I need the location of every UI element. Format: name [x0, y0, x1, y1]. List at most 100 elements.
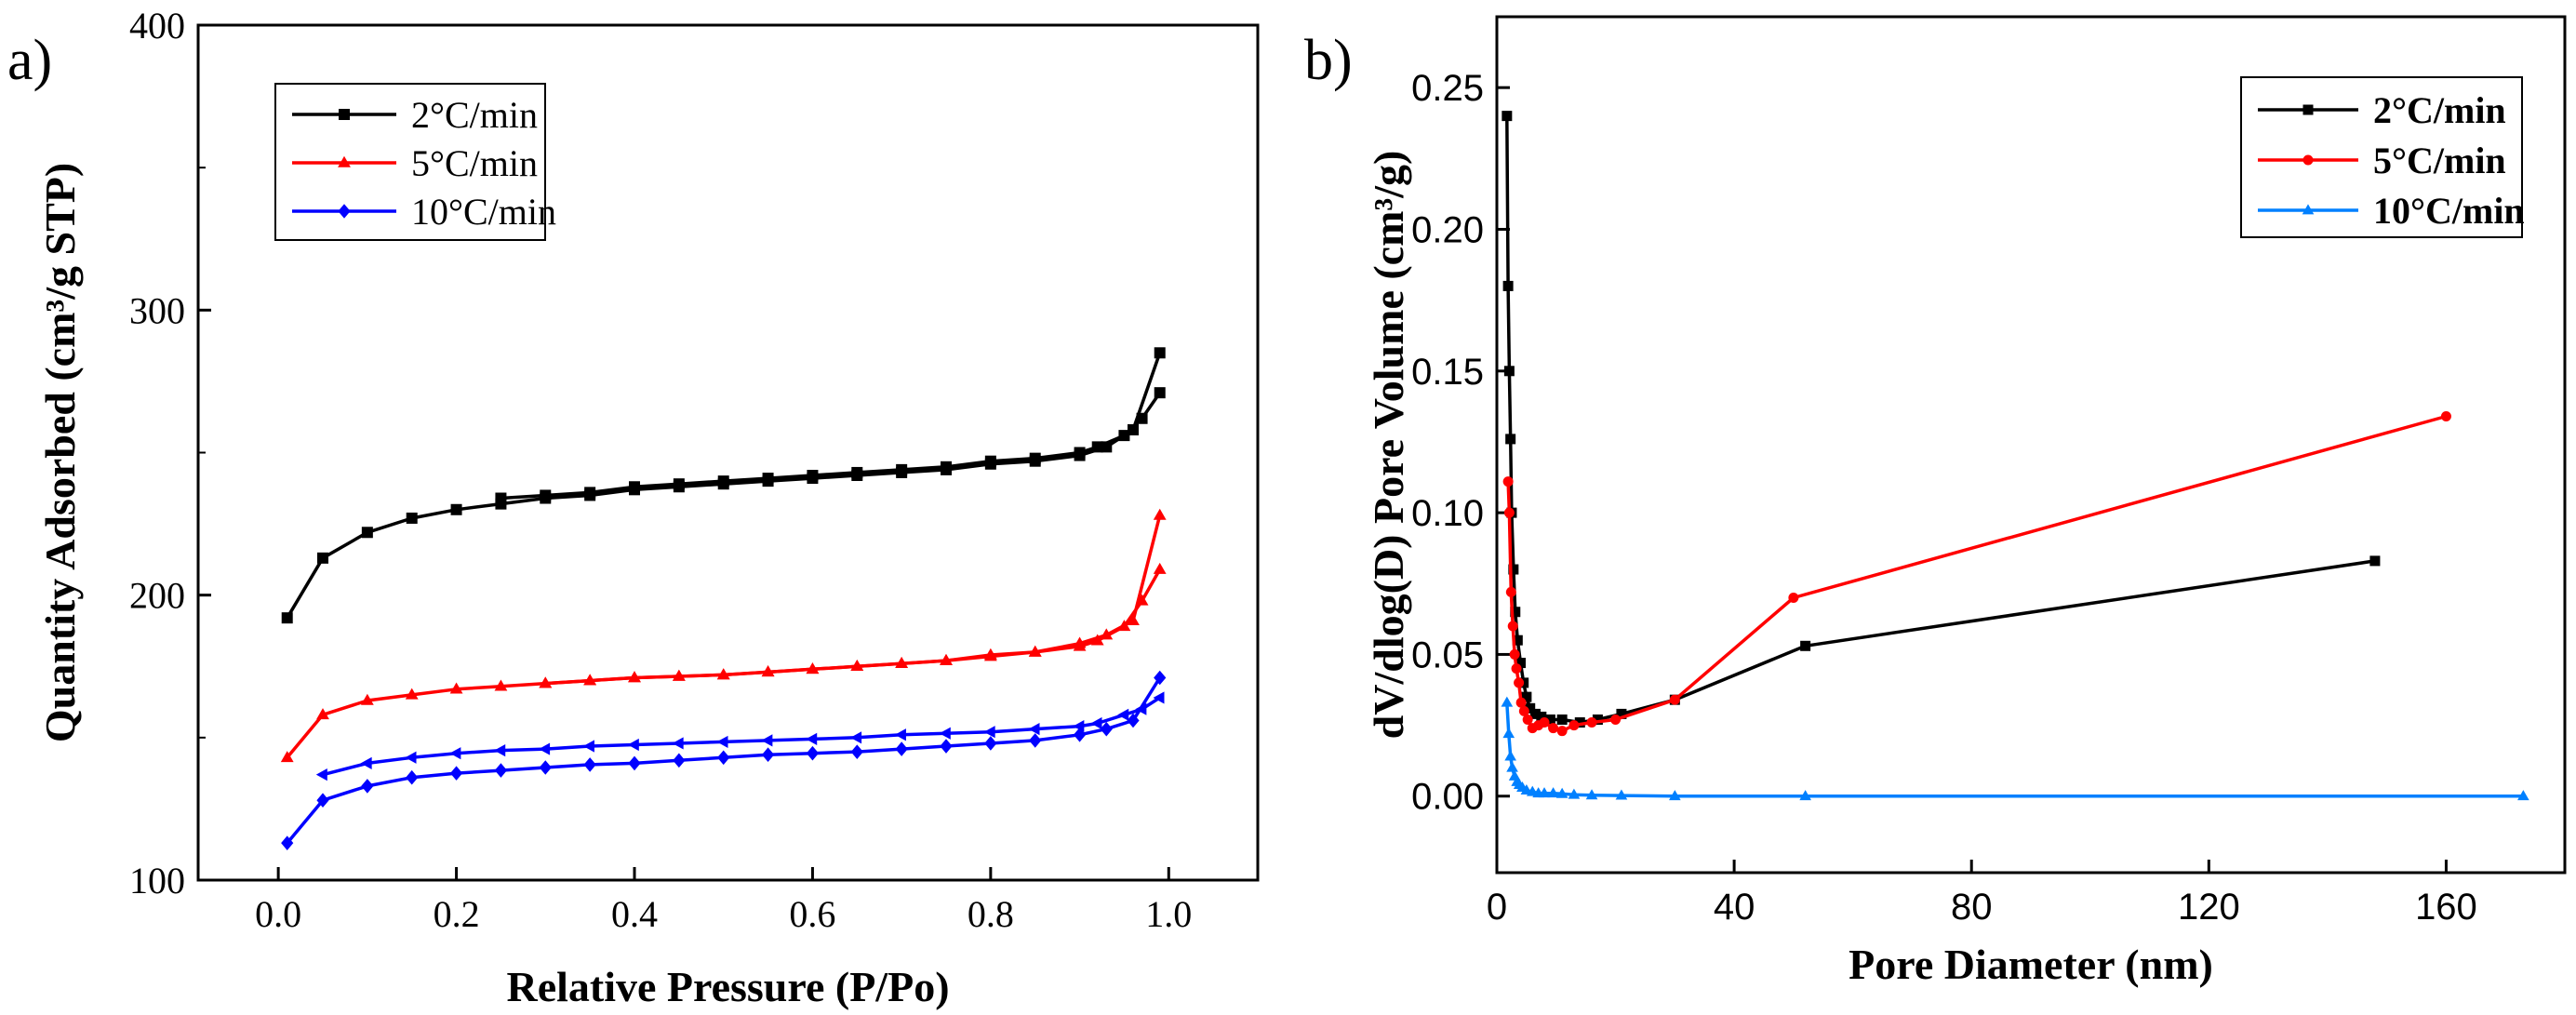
- data-point: [1610, 714, 1622, 725]
- chart-a: 0.0 0.2 0.4 0.6 0.8 1.0 100 200 300 400 Relative P…: [7, 5, 1260, 1010]
- data-point: [1508, 564, 1519, 575]
- data-point: [583, 674, 597, 686]
- data-point: [1028, 723, 1040, 736]
- x-tick-label: 80: [1951, 887, 1993, 928]
- legend-label: 2°C/min: [411, 94, 538, 136]
- series-line-adsorption: [286, 352, 1162, 620]
- data-point: [983, 649, 997, 661]
- data-point: [360, 693, 374, 705]
- legend-item: 5°C/min: [292, 142, 538, 184]
- legend-swatch-marker: [2302, 204, 2315, 215]
- data-point: [2369, 555, 2381, 567]
- data-point: [1504, 750, 1516, 761]
- data-point: [1512, 634, 1523, 646]
- data-point: [762, 473, 774, 485]
- data-point: [495, 492, 507, 504]
- panel-label: a): [7, 29, 52, 92]
- data-point: [1118, 430, 1130, 442]
- data-point: [1091, 441, 1103, 453]
- data-point: [584, 487, 596, 499]
- data-point: [896, 463, 908, 475]
- x-tick-label: 0.0: [255, 893, 301, 935]
- chart-b: 0 40 80 120 160 0.00 0.05 0.10 0.15 0.20 0.25 Pore …: [1304, 15, 2567, 988]
- data-point: [361, 779, 374, 794]
- data-point: [851, 466, 863, 478]
- series-line-adsorption: [286, 676, 1162, 845]
- data-point: [1556, 714, 1568, 725]
- y-tick-label: 0.15: [1411, 352, 1484, 393]
- data-point: [1544, 714, 1555, 725]
- data-point: [316, 708, 329, 720]
- y-tick-label: 300: [129, 289, 185, 331]
- data-point: [280, 751, 294, 763]
- data-point: [1616, 708, 1627, 719]
- data-point: [281, 835, 294, 850]
- y-tick-label: 0.10: [1411, 493, 1484, 534]
- data-point: [717, 475, 729, 487]
- data-point: [1514, 677, 1525, 688]
- legend-swatch-marker: [338, 204, 351, 219]
- data-point: [672, 669, 686, 681]
- data-point: [406, 769, 419, 785]
- data-point: [1539, 717, 1550, 728]
- data-point: [1502, 111, 1513, 122]
- data-point: [1029, 733, 1042, 748]
- data-point: [1153, 508, 1167, 520]
- x-tick-label: 0.6: [789, 893, 835, 935]
- data-point: [1154, 387, 1166, 399]
- data-point: [2440, 411, 2451, 422]
- data-point: [673, 478, 685, 490]
- data-point: [717, 750, 730, 766]
- data-point: [1574, 717, 1585, 728]
- y-axis-label: Quantity Adsorbed (cm³/g STP): [36, 163, 84, 742]
- y-tick-label: 200: [129, 575, 185, 617]
- series-0: [281, 347, 1166, 624]
- data-point: [1511, 663, 1522, 674]
- x-tick-label: 40: [1714, 887, 1755, 928]
- data-point: [315, 768, 327, 781]
- legend-label: 10°C/min: [411, 191, 556, 233]
- data-point: [1506, 761, 1518, 772]
- data-point: [1547, 787, 1559, 798]
- data-point: [1127, 713, 1140, 728]
- series-line-data: [1505, 115, 2376, 725]
- data-point: [806, 745, 820, 761]
- data-point: [1135, 594, 1149, 606]
- data-point: [1592, 714, 1603, 725]
- series-1: [280, 508, 1167, 763]
- x-axis-label: Relative Pressure (P/Po): [506, 963, 949, 1010]
- legend-item: 10°C/min: [2258, 190, 2525, 232]
- data-point: [1586, 717, 1597, 728]
- legend-item: 5°C/min: [2258, 140, 2506, 181]
- data-point: [806, 732, 818, 745]
- data-point: [1029, 452, 1041, 464]
- data-point: [1538, 787, 1551, 798]
- data-point: [761, 747, 775, 763]
- data-point: [1090, 716, 1102, 730]
- data-point: [984, 736, 997, 751]
- data-point: [1548, 723, 1559, 734]
- y-axis-label: dV/dlog(D) Pore Volume (cm³/g): [1365, 151, 1412, 740]
- data-point: [940, 653, 953, 665]
- data-point: [627, 738, 639, 752]
- data-point: [583, 757, 596, 772]
- data-point: [1515, 697, 1527, 708]
- legend-label: 2°C/min: [2373, 89, 2506, 131]
- data-point: [281, 612, 293, 624]
- series-line-desorption: [322, 696, 1161, 777]
- data-point: [894, 728, 906, 741]
- x-tick-label: 0.8: [968, 893, 1014, 935]
- data-point: [539, 676, 553, 688]
- data-point: [807, 470, 819, 482]
- data-point: [806, 662, 820, 674]
- data-point: [672, 737, 684, 750]
- data-point: [1501, 696, 1514, 707]
- series-1: [1502, 411, 2451, 737]
- data-point: [940, 739, 953, 754]
- data-point: [1028, 645, 1042, 657]
- data-point: [1556, 726, 1568, 737]
- data-point: [449, 747, 461, 760]
- data-point: [1515, 658, 1527, 669]
